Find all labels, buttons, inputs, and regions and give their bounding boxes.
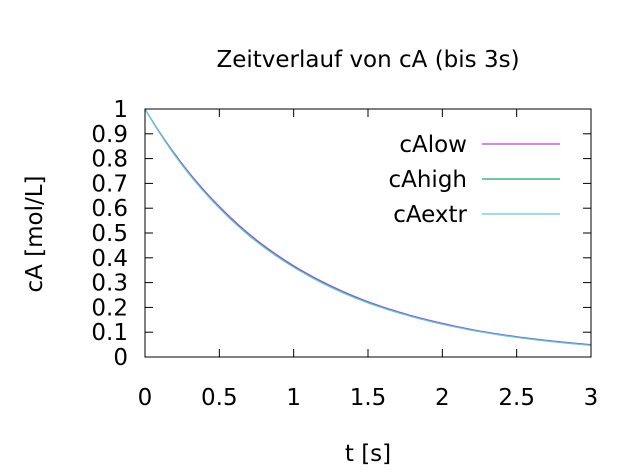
- y-tick-label: 0: [113, 345, 128, 371]
- x-tick-label: 1.5: [350, 385, 387, 411]
- x-tick-label: 0: [138, 385, 153, 411]
- y-tick-label: 0.3: [91, 271, 128, 297]
- y-tick-label: 0.2: [91, 295, 128, 321]
- series-line-cAextr: [144, 108, 592, 346]
- legend-label: cAhigh: [388, 167, 467, 193]
- y-axis-label: cA [mol/L]: [22, 175, 48, 292]
- plot-frame: [144, 108, 592, 358]
- y-tick-label: 0.7: [91, 171, 128, 197]
- legend-label: cAextr: [393, 202, 467, 228]
- x-tick-label: 1: [286, 385, 301, 411]
- y-tick-label: 0.6: [91, 196, 128, 222]
- chart-title: Zeitverlauf von cA (bis 3s): [216, 47, 519, 73]
- x-axis-label: t [s]: [345, 441, 391, 467]
- y-tick-label: 0.9: [91, 122, 128, 148]
- x-tick-label: 2: [435, 385, 450, 411]
- axis-ticks: 0 0.5 1 1.5 2 2.5 300.10.20.30.40.50.60.70.80.…: [91, 97, 598, 411]
- y-tick-label: 0.5: [91, 221, 128, 247]
- x-tick-label: 2.5: [498, 385, 535, 411]
- y-tick-label: 0.4: [91, 246, 128, 272]
- y-tick-label: 0.1: [91, 320, 128, 346]
- legend-label: cAlow: [399, 132, 467, 158]
- y-tick-label: 1: [113, 97, 128, 123]
- x-tick-label: 3: [584, 385, 599, 411]
- legend: cAlow cAhigh cAextr: [388, 132, 560, 228]
- series-lines: [144, 108, 592, 346]
- x-tick-label: 0.5: [201, 385, 238, 411]
- y-tick-label: 0.8: [91, 147, 128, 173]
